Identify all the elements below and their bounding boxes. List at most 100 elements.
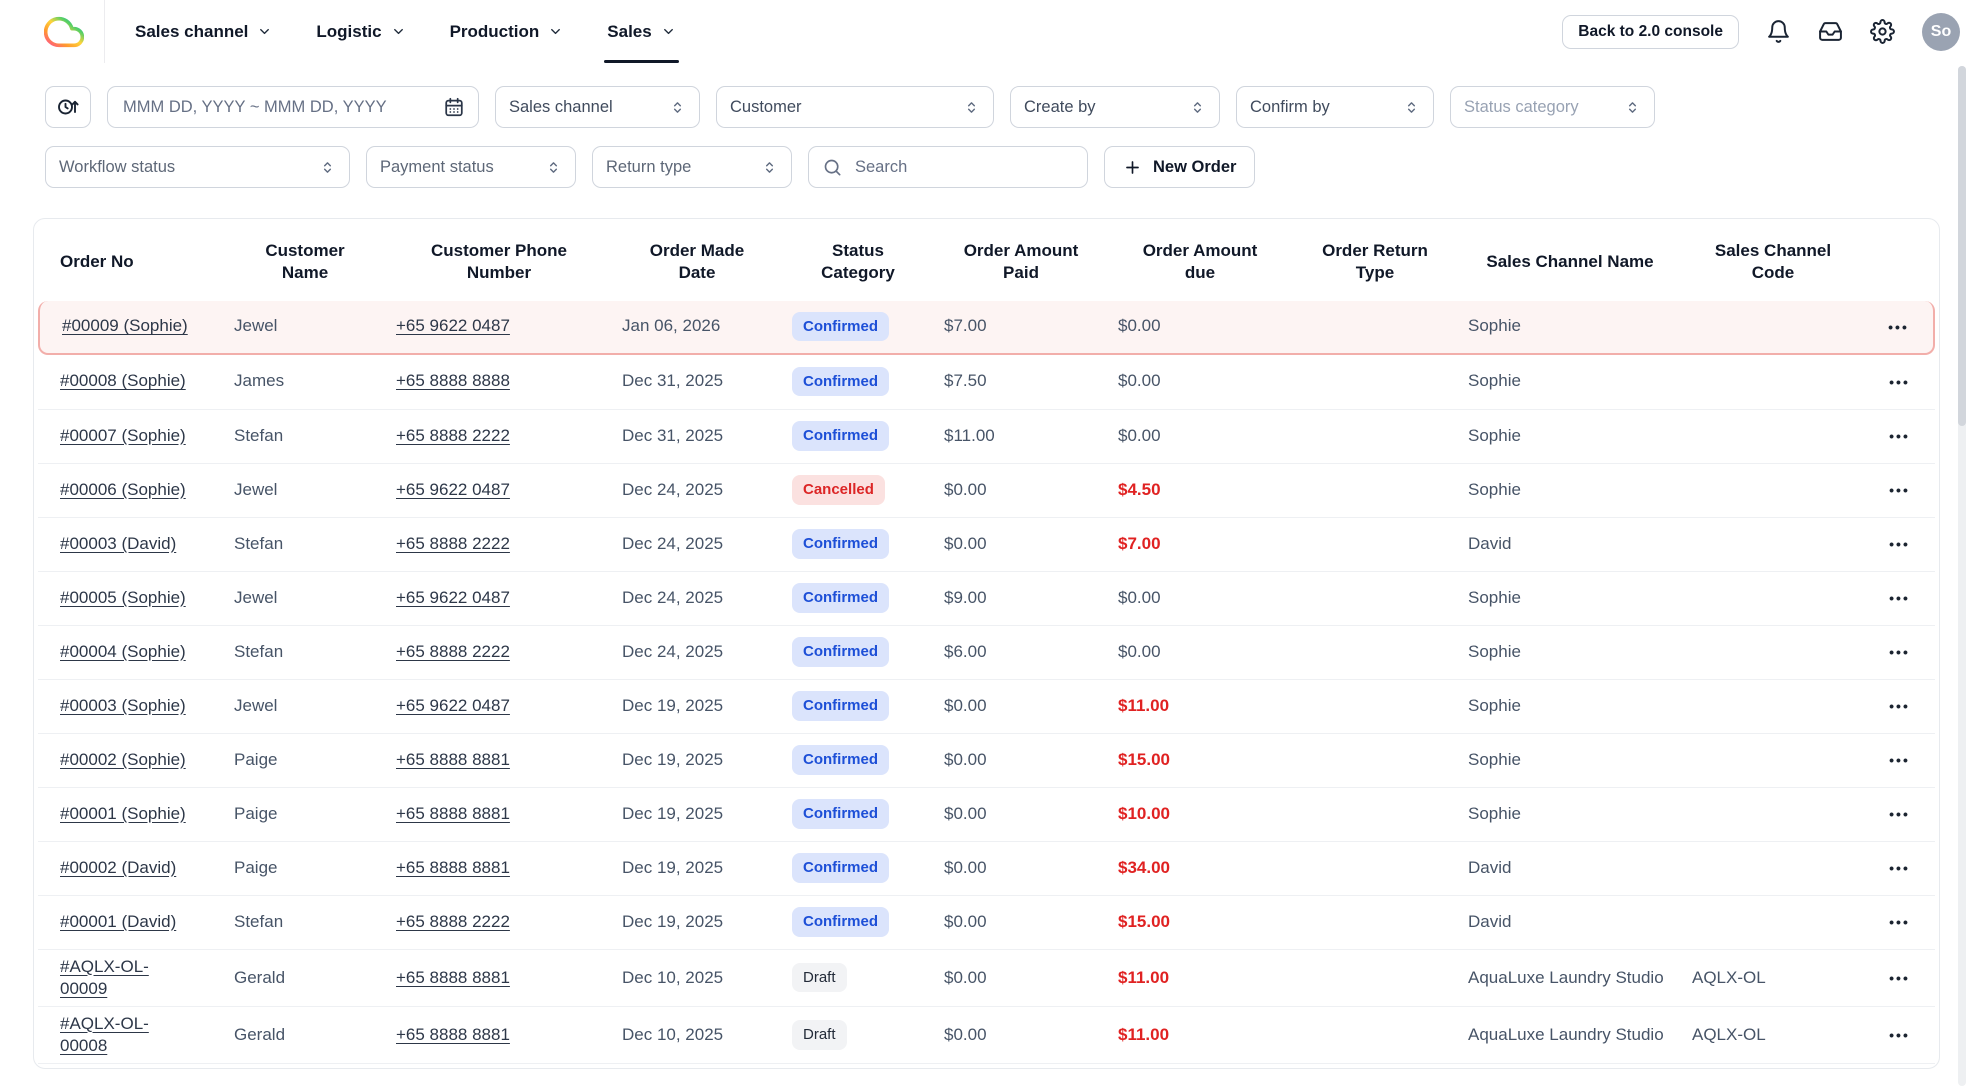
- sort-button[interactable]: [45, 86, 91, 128]
- phone-link[interactable]: +65 8888 8881: [396, 803, 510, 823]
- filter-label: Payment status: [380, 157, 494, 176]
- table-row[interactable]: #00002 (Sophie) Paige +65 8888 8881 Dec 19,…: [38, 732, 1935, 787]
- phone-link[interactable]: +65 8888 2222: [396, 533, 510, 553]
- filter-return-type[interactable]: Return type: [592, 146, 792, 188]
- row-actions-button[interactable]: •••: [1883, 424, 1916, 448]
- row-actions-button[interactable]: •••: [1883, 478, 1916, 502]
- orders-table: Order No Customer Name Customer Phone Numb…: [38, 223, 1935, 1064]
- phone-link[interactable]: +65 8888 8881: [396, 1024, 510, 1044]
- row-actions-button[interactable]: •••: [1883, 370, 1916, 394]
- order-link[interactable]: #00007 (Sophie): [60, 425, 186, 445]
- phone-link[interactable]: +65 8888 8881: [396, 857, 510, 877]
- order-link[interactable]: #00002 (Sophie): [60, 749, 186, 769]
- new-order-button[interactable]: New Order: [1104, 146, 1256, 188]
- filter-confirm-by[interactable]: Confirm by: [1236, 86, 1434, 128]
- phone-link[interactable]: +65 9622 0487: [396, 479, 510, 499]
- phone-cell: +65 8888 8881: [386, 948, 612, 1006]
- table-row[interactable]: #00003 (Sophie) Jewel +65 9622 0487 Dec 19,…: [38, 678, 1935, 733]
- paid-cell: $0.00: [934, 462, 1108, 517]
- amount-due-cell: $4.50: [1108, 462, 1292, 517]
- table-row[interactable]: #00001 (David) Stefan +65 8888 2222 Dec 19,…: [38, 894, 1935, 949]
- order-link[interactable]: #00002 (David): [60, 857, 177, 877]
- row-actions-button[interactable]: •••: [1883, 910, 1916, 934]
- notifications-button[interactable]: [1766, 19, 1791, 44]
- date-range-field[interactable]: [121, 96, 433, 118]
- phone-link[interactable]: +65 9622 0487: [396, 587, 510, 607]
- order-link[interactable]: #AQLX-OL- 00009: [60, 956, 149, 998]
- nav-item-logistic[interactable]: Logistic: [316, 0, 405, 63]
- settings-button[interactable]: [1870, 19, 1895, 44]
- nav-divider: [104, 0, 105, 63]
- nav-item-production[interactable]: Production: [450, 0, 564, 63]
- table-row[interactable]: #00003 (David) Stefan +65 8888 2222 Dec 24,…: [38, 516, 1935, 571]
- phone-link[interactable]: +65 8888 8888: [396, 371, 510, 391]
- order-link[interactable]: #00009 (Sophie): [62, 316, 188, 336]
- back-to-console-button[interactable]: Back to 2.0 console: [1562, 14, 1739, 49]
- order-link[interactable]: #AQLX-OL- 00008: [60, 1013, 149, 1055]
- status-cell: Confirmed: [782, 408, 934, 463]
- row-actions-button[interactable]: •••: [1882, 315, 1915, 339]
- date-range-input[interactable]: [107, 86, 479, 128]
- inbox-button[interactable]: [1818, 19, 1843, 44]
- row-actions-button[interactable]: •••: [1883, 1023, 1916, 1047]
- table-row[interactable]: #00006 (Sophie) Jewel +65 9622 0487 Dec 24,…: [38, 462, 1935, 517]
- filter-payment-status[interactable]: Payment status: [366, 146, 576, 188]
- table-row[interactable]: #00004 (Sophie) Stefan +65 8888 2222 Dec 24…: [38, 624, 1935, 679]
- phone-link[interactable]: +65 8888 2222: [396, 911, 510, 931]
- amount-due-value: $0.00: [1118, 587, 1161, 607]
- phone-link[interactable]: +65 8888 2222: [396, 425, 510, 445]
- top-navigation: Sales channel Logistic Production Sales Bac…: [0, 0, 1988, 63]
- table-row[interactable]: #00005 (Sophie) Jewel +65 9622 0487 Dec 24,…: [38, 570, 1935, 625]
- row-actions-button[interactable]: •••: [1883, 856, 1916, 880]
- row-actions-button[interactable]: •••: [1883, 694, 1916, 718]
- row-actions-button[interactable]: •••: [1883, 640, 1916, 664]
- scrollbar-track[interactable]: [1958, 66, 1966, 1086]
- table-row[interactable]: #00001 (Sophie) Paige +65 8888 8881 Dec 19,…: [38, 786, 1935, 841]
- filter-create-by[interactable]: Create by: [1010, 86, 1220, 128]
- chevron-up-down-icon: [1189, 99, 1206, 116]
- order-no-cell: #00003 (David): [38, 516, 224, 571]
- order-link[interactable]: #00001 (Sophie): [60, 803, 186, 823]
- row-actions-button[interactable]: •••: [1883, 966, 1916, 990]
- order-link[interactable]: #00006 (Sophie): [60, 479, 186, 499]
- order-link[interactable]: #00004 (Sophie): [60, 641, 186, 661]
- table-row[interactable]: #00002 (David) Paige +65 8888 8881 Dec 19, …: [38, 840, 1935, 895]
- row-actions-button[interactable]: •••: [1883, 802, 1916, 826]
- phone-link[interactable]: +65 8888 8881: [396, 749, 510, 769]
- filter-sales-channel[interactable]: Sales channel: [495, 86, 700, 128]
- order-link[interactable]: #00003 (Sophie): [60, 695, 186, 715]
- search-input-wrap[interactable]: [808, 146, 1088, 188]
- calendar-icon[interactable]: [443, 96, 465, 118]
- filter-customer[interactable]: Customer: [716, 86, 994, 128]
- app-logo-cloud-icon[interactable]: [42, 10, 86, 54]
- phone-cell: +65 8888 2222: [386, 624, 612, 679]
- search-input[interactable]: [853, 156, 1074, 178]
- table-row[interactable]: #00009 (Sophie) Jewel +65 9622 0487 Jan 06,…: [38, 300, 1935, 355]
- row-actions-button[interactable]: •••: [1883, 748, 1916, 772]
- scrollbar-thumb[interactable]: [1958, 66, 1966, 426]
- phone-link[interactable]: +65 8888 2222: [396, 641, 510, 661]
- channel-name-cell: David: [1458, 840, 1682, 895]
- order-link[interactable]: #00005 (Sophie): [60, 587, 186, 607]
- avatar[interactable]: So: [1922, 12, 1960, 51]
- sort-by-date-icon: [56, 95, 80, 119]
- filter-workflow-status[interactable]: Workflow status: [45, 146, 350, 188]
- phone-link[interactable]: +65 8888 8881: [396, 967, 510, 987]
- phone-link[interactable]: +65 9622 0487: [396, 316, 510, 336]
- nav-item-sales-channel[interactable]: Sales channel: [135, 0, 272, 63]
- phone-link[interactable]: +65 9622 0487: [396, 695, 510, 715]
- table-row[interactable]: #00008 (Sophie) James +65 8888 8888 Dec 31,…: [38, 355, 1935, 409]
- row-actions-button[interactable]: •••: [1883, 586, 1916, 610]
- order-link[interactable]: #00008 (Sophie): [60, 371, 186, 391]
- customer-name-cell: Stefan: [224, 516, 386, 571]
- order-link[interactable]: #00003 (David): [60, 533, 177, 553]
- row-actions-button[interactable]: •••: [1883, 532, 1916, 556]
- order-no-cell: #00008 (Sophie): [38, 355, 224, 409]
- filter-status-category[interactable]: Status category: [1450, 86, 1655, 128]
- nav-item-sales[interactable]: Sales: [604, 0, 680, 63]
- table-row[interactable]: #00007 (Sophie) Stefan +65 8888 2222 Dec 31…: [38, 408, 1935, 463]
- order-link[interactable]: #00001 (David): [60, 911, 177, 931]
- table-row[interactable]: #AQLX-OL- 00008 Gerald +65 8888 8881 Dec 10…: [38, 1005, 1935, 1064]
- status-cell: Confirmed: [782, 516, 934, 571]
- table-row[interactable]: #AQLX-OL- 00009 Gerald +65 8888 8881 Dec 10…: [38, 948, 1935, 1006]
